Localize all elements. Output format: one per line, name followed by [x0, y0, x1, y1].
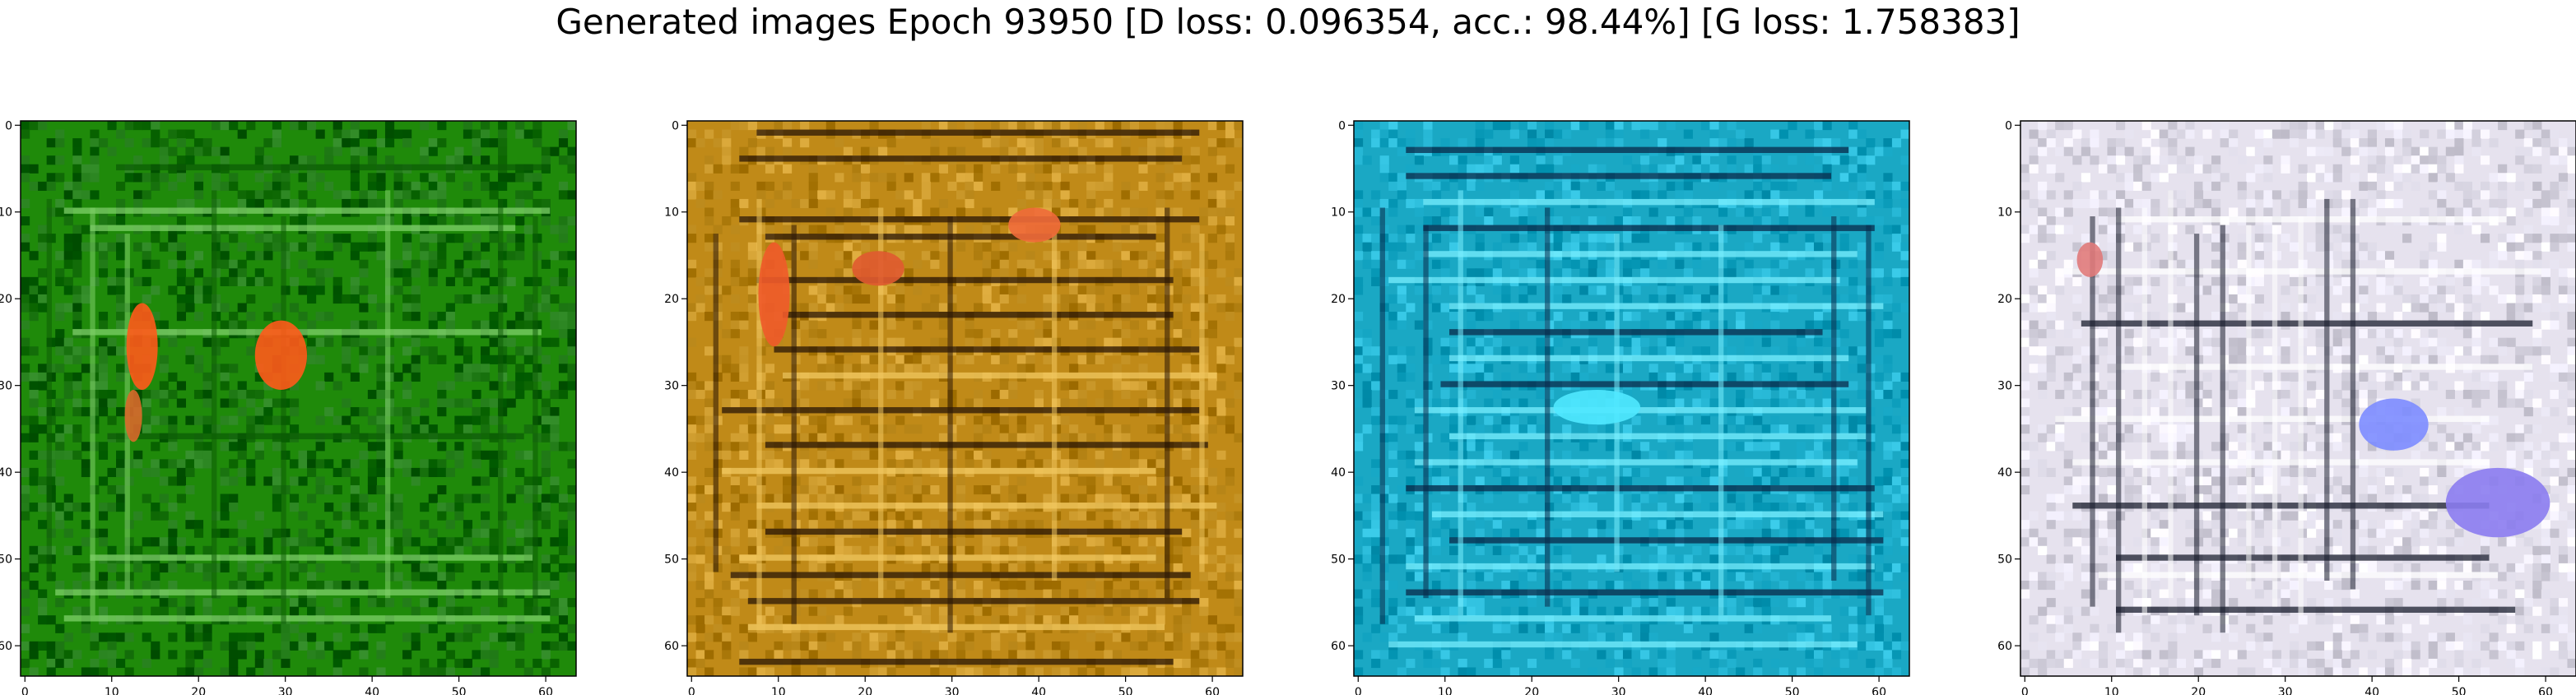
x-tick-label: 30 — [2278, 686, 2293, 695]
x-tick-label: 10 — [105, 686, 119, 695]
y-tick-label: 60 — [1997, 640, 2012, 653]
x-tick-label: 0 — [21, 686, 29, 695]
x-tick-label: 0 — [1355, 686, 1362, 695]
y-tick-label: 10 — [664, 206, 679, 220]
y-tick-label: 30 — [1331, 380, 1346, 393]
x-tick-label: 30 — [278, 686, 293, 695]
y-tick-label: 20 — [1997, 293, 2012, 306]
x-tick-label: 50 — [1118, 686, 1133, 695]
axes-frame — [1353, 120, 1910, 677]
x-tick-label: 50 — [1785, 686, 1800, 695]
generated-image-3 — [1354, 121, 1909, 676]
y-tick-label: 50 — [0, 554, 12, 567]
x-tick-label: 40 — [2364, 686, 2379, 695]
x-tick-label: 50 — [452, 686, 467, 695]
y-tick-label: 30 — [1997, 380, 2012, 393]
axes-frame — [20, 120, 577, 677]
y-tick-label: 60 — [0, 640, 12, 653]
x-tick-label: 10 — [771, 686, 786, 695]
x-tick-label: 0 — [688, 686, 695, 695]
image-panel-4: 0 10 20 30 40 50 60 0 10 20 30 40 50 60 — [1997, 119, 2576, 695]
x-tick-label: 20 — [1524, 686, 1539, 695]
y-tick-label: 50 — [664, 554, 679, 567]
y-tick-label: 50 — [1331, 554, 1346, 567]
image-panel-2: 0 10 20 30 40 50 60 0 10 20 30 40 50 60 — [664, 119, 1244, 695]
figure-title: Generated images Epoch 93950 [D loss: 0.… — [556, 2, 2020, 42]
generated-image-1 — [21, 121, 576, 676]
x-tick-label: 60 — [1872, 686, 1886, 695]
y-tick-label: 0 — [1338, 119, 1346, 132]
x-tick-label: 60 — [538, 686, 553, 695]
image-panel-1: 0 10 20 30 40 50 60 0 10 20 30 40 50 60 — [0, 119, 577, 695]
x-tick-label: 40 — [1698, 686, 1713, 695]
x-tick-label: 30 — [945, 686, 960, 695]
y-tick-label: 30 — [664, 380, 679, 393]
x-tick-label: 0 — [2021, 686, 2029, 695]
x-tick-label: 20 — [858, 686, 872, 695]
x-tick-label: 10 — [1438, 686, 1453, 695]
x-tick-label: 40 — [1031, 686, 1046, 695]
y-tick-label: 0 — [2005, 119, 2012, 132]
x-tick-label: 10 — [2104, 686, 2119, 695]
y-tick-label: 40 — [0, 466, 12, 480]
generated-image-4 — [2020, 121, 2576, 676]
x-tick-label: 30 — [1611, 686, 1626, 695]
y-tick-label: 60 — [664, 640, 679, 653]
y-tick-label: 10 — [1331, 206, 1346, 220]
y-tick-label: 0 — [672, 119, 679, 132]
y-tick-label: 10 — [0, 206, 12, 220]
x-tick-label: 40 — [365, 686, 379, 695]
y-tick-label: 20 — [0, 293, 12, 306]
x-tick-label: 20 — [2191, 686, 2206, 695]
y-tick-label: 40 — [664, 466, 679, 480]
y-tick-label: 40 — [1997, 466, 2012, 480]
x-tick-label: 20 — [191, 686, 206, 695]
x-tick-label: 60 — [2538, 686, 2553, 695]
y-tick-label: 50 — [1997, 554, 2012, 567]
y-tick-label: 10 — [1997, 206, 2012, 220]
y-tick-label: 20 — [1331, 293, 1346, 306]
y-tick-label: 30 — [0, 380, 12, 393]
y-tick-label: 40 — [1331, 466, 1346, 480]
axes-frame — [2020, 120, 2576, 677]
generated-image-2 — [687, 121, 1243, 676]
x-tick-label: 50 — [2452, 686, 2467, 695]
axes-frame — [686, 120, 1244, 677]
y-tick-label: 60 — [1331, 640, 1346, 653]
y-tick-label: 20 — [664, 293, 679, 306]
x-tick-label: 60 — [1205, 686, 1220, 695]
image-panel-3: 0 10 20 30 40 50 60 0 10 20 30 40 50 60 — [1331, 119, 1910, 695]
y-tick-label: 0 — [5, 119, 12, 132]
